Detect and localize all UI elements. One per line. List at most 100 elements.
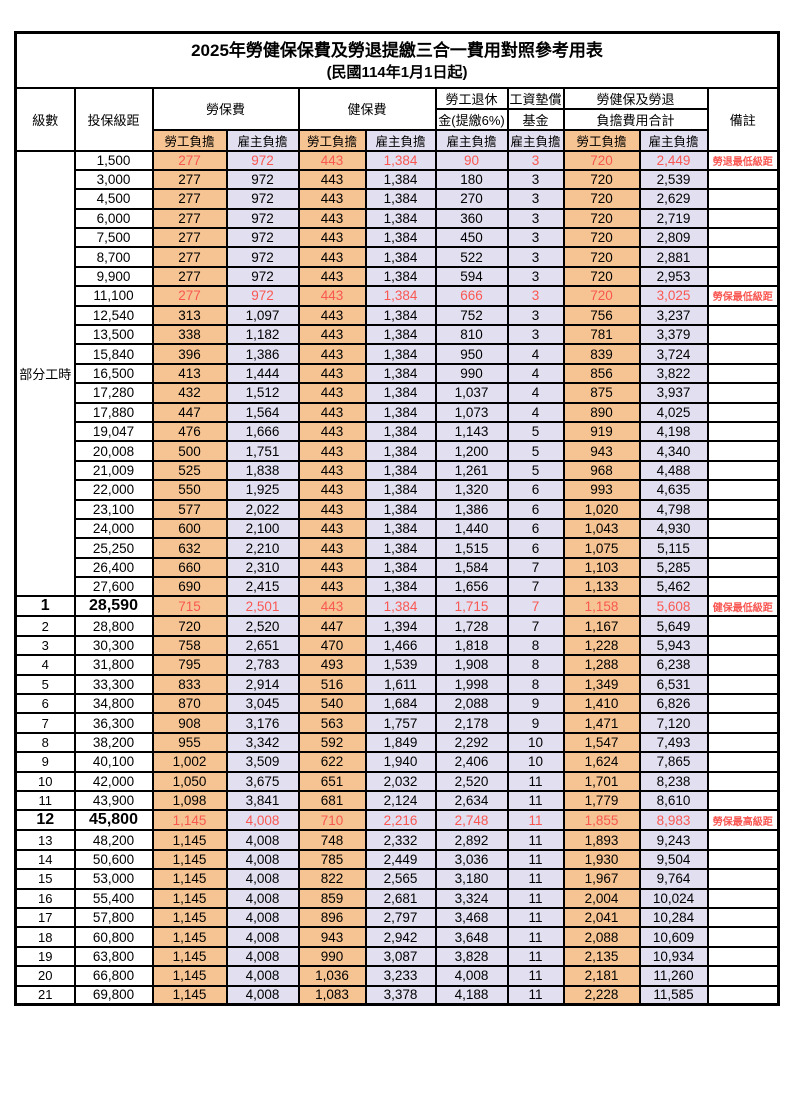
- bracket-cell: 9,900: [73, 265, 154, 288]
- wage-fund-employer-cell: 6: [506, 537, 565, 559]
- wage-fund-employer-cell: 9: [506, 712, 565, 734]
- health-employee-cell: 443: [297, 227, 367, 249]
- labor-employer-cell: 2,210: [225, 537, 300, 559]
- bracket-cell: 33,300: [73, 673, 154, 696]
- bracket-cell: 40,100: [73, 751, 154, 773]
- wage-fund-employer-cell: 4: [506, 362, 565, 385]
- pension-employer-cell: 1,656: [434, 576, 509, 598]
- table-row: 9 40,100 1,002 3,509 622 1,940 2,406 10 1,624 7,8…: [14, 751, 780, 773]
- wage-fund-employer-cell: 10: [506, 731, 565, 754]
- table-row: 3 30,300 758 2,651 470 1,466 1,818 8 1,228 5,943: [14, 634, 780, 657]
- table-row: 16,500 413 1,444 443 1,384 990 4 856 3,822: [16, 362, 780, 385]
- subheader-pension-employer: 雇主負擔: [434, 128, 509, 152]
- labor-employer-cell: 972: [225, 149, 300, 171]
- health-employee-cell: 443: [297, 420, 367, 443]
- wage-fund-employer-cell: 4: [506, 343, 565, 365]
- total-employer-cell: 4,198: [638, 420, 709, 443]
- pension-employer-cell: 2,520: [434, 770, 509, 793]
- bracket-cell: 17,280: [73, 382, 154, 404]
- labor-employee-cell: 908: [151, 712, 228, 734]
- total-employee-cell: 1,893: [562, 829, 641, 851]
- total-employee-cell: 1,288: [562, 654, 641, 676]
- labor-employee-cell: 277: [151, 285, 228, 307]
- wage-fund-employer-cell: 11: [506, 868, 565, 890]
- total-employee-cell: 1,228: [562, 634, 641, 657]
- pension-employer-cell: 1,386: [434, 498, 509, 520]
- pension-employer-cell: 3,648: [434, 926, 509, 948]
- health-employee-cell: 443: [297, 246, 367, 268]
- total-employee-cell: 720: [562, 227, 641, 249]
- col-header-pension-line2: 金(提繳6%): [434, 107, 509, 131]
- health-employer-cell: 1,384: [364, 517, 437, 540]
- col-header-note: 備註: [706, 86, 780, 152]
- health-employer-cell: 2,032: [364, 770, 437, 793]
- table-row: 16 55,400 1,145 4,008 859 2,681 3,324 11 2,004 10…: [14, 887, 780, 909]
- note-cell: [706, 459, 780, 482]
- pension-employer-cell: 2,178: [434, 712, 509, 734]
- total-employer-cell: 5,115: [638, 537, 709, 559]
- table-row: 15 53,000 1,145 4,008 822 2,565 3,180 11 1,967 9,…: [14, 868, 780, 890]
- note-cell: [706, 654, 780, 676]
- total-employee-cell: 875: [562, 382, 641, 404]
- labor-employer-cell: 4,008: [225, 965, 300, 987]
- pension-employer-cell: 270: [434, 188, 509, 210]
- total-employee-cell: 1,043: [562, 517, 641, 540]
- table-row: 22,000 550 1,925 443 1,384 1,320 6 993 4,635: [16, 479, 780, 501]
- health-employee-cell: 443: [297, 479, 367, 501]
- pension-employer-cell: 810: [434, 323, 509, 346]
- bracket-cell: 23,100: [73, 498, 154, 520]
- bracket-cell: 30,300: [73, 634, 154, 657]
- pension-employer-cell: 522: [434, 246, 509, 268]
- col-header-wage-fund-line1: 工資墊償: [506, 86, 565, 110]
- total-employee-cell: 943: [562, 440, 641, 462]
- level-cell: 7: [14, 712, 76, 734]
- total-employee-cell: 1,701: [562, 770, 641, 793]
- labor-employer-cell: 1,182: [225, 323, 300, 346]
- labor-employer-cell: 2,415: [225, 576, 300, 598]
- labor-employee-cell: 1,145: [151, 848, 228, 871]
- total-employer-cell: 3,237: [638, 304, 709, 327]
- health-employee-cell: 822: [297, 868, 367, 890]
- table-row: 3,000 277 972 443 1,384 180 3 720 2,539: [16, 168, 780, 191]
- labor-employer-cell: 1,666: [225, 420, 300, 443]
- note-cell: [706, 731, 780, 754]
- health-employee-cell: 443: [297, 576, 367, 598]
- total-employer-cell: 4,340: [638, 440, 709, 462]
- labor-employee-cell: 720: [151, 615, 228, 637]
- labor-employee-cell: 758: [151, 634, 228, 657]
- health-employer-cell: 1,384: [364, 459, 437, 482]
- level-cell: 20: [14, 965, 76, 987]
- labor-employee-cell: 396: [151, 343, 228, 365]
- level-cell: 4: [14, 654, 76, 676]
- total-employer-cell: 6,531: [638, 673, 709, 696]
- labor-employer-cell: 2,783: [225, 654, 300, 676]
- labor-employer-cell: 2,914: [225, 673, 300, 696]
- level-cell: 8: [14, 731, 76, 754]
- table-row: 12,540 313 1,097 443 1,384 752 3 756 3,237: [16, 304, 780, 327]
- note-cell: [706, 770, 780, 793]
- health-employee-cell: 443: [297, 304, 367, 327]
- labor-employee-cell: 550: [151, 479, 228, 501]
- bracket-cell: 69,800: [73, 984, 154, 1006]
- note-cell: [706, 304, 780, 327]
- labor-employee-cell: 1,145: [151, 965, 228, 987]
- wage-fund-employer-cell: 8: [506, 673, 565, 696]
- wage-fund-employer-cell: 3: [506, 188, 565, 210]
- bracket-cell: 48,200: [73, 829, 154, 851]
- labor-employee-cell: 1,145: [151, 868, 228, 890]
- total-employee-cell: 720: [562, 246, 641, 268]
- table-row: 19,047 476 1,666 443 1,384 1,143 5 919 4,198: [16, 420, 780, 443]
- health-employer-cell: 1,384: [364, 479, 437, 501]
- labor-employer-cell: 3,045: [225, 693, 300, 715]
- pension-employer-cell: 2,406: [434, 751, 509, 773]
- health-employer-cell: 2,942: [364, 926, 437, 948]
- bracket-cell: 63,800: [73, 945, 154, 968]
- bracket-cell: 25,250: [73, 537, 154, 559]
- total-employer-cell: 8,983: [638, 809, 709, 832]
- wage-fund-employer-cell: 3: [506, 149, 565, 171]
- pension-employer-cell: 3,036: [434, 848, 509, 871]
- health-employee-cell: 943: [297, 926, 367, 948]
- table-row: 7,500 277 972 443 1,384 450 3 720 2,809: [16, 227, 780, 249]
- table-row: 2 28,800 720 2,520 447 1,394 1,728 7 1,167 5,649: [14, 615, 780, 637]
- total-employer-cell: 8,610: [638, 789, 709, 812]
